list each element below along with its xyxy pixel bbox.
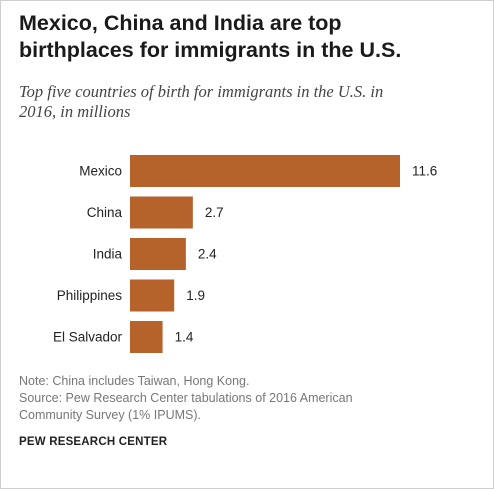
subtitle-line-2: 2016, in millions [19,102,131,121]
chart-subtitle: Top five countries of birth for immigran… [19,82,479,122]
value-label: 2.7 [205,205,224,220]
bar [130,279,175,312]
value-label: 11.6 [412,164,437,179]
bar [130,238,186,270]
value-label: 2.4 [198,247,217,262]
category-label: Philippines [57,288,123,303]
category-label: China [87,205,123,220]
value-label: 1.4 [175,330,194,345]
source-line-1: Source: Pew Research Center tabulations … [19,391,353,405]
note-text: Note: China includes Taiwan, Hong Kong. [19,374,250,388]
category-label: India [93,247,123,262]
bar [130,155,400,187]
bar [130,196,193,229]
title-line-1: Mexico, China and India are top [19,11,342,35]
bar-chart: Mexico 11.6 China 2.7 India 2.4 Philippines 1.9… [53,155,437,353]
title-line-2: birthplaces for immigrants in the U.S. [19,38,402,62]
bar [130,321,163,353]
subtitle-line-1: Top five countries of birth for immigran… [19,82,384,101]
source-line-2: Community Survey (1% IPUMS). [19,408,201,422]
brand-logo-text: PEW RESEARCH CENTER [19,436,168,448]
chart-notes: Note: China includes Taiwan, Hong Kong. … [19,373,479,424]
category-label: Mexico [79,164,122,179]
chart-title: Mexico, China and India are top birthpla… [19,10,479,64]
value-label: 1.9 [186,288,205,303]
category-label: El Salvador [53,330,123,345]
